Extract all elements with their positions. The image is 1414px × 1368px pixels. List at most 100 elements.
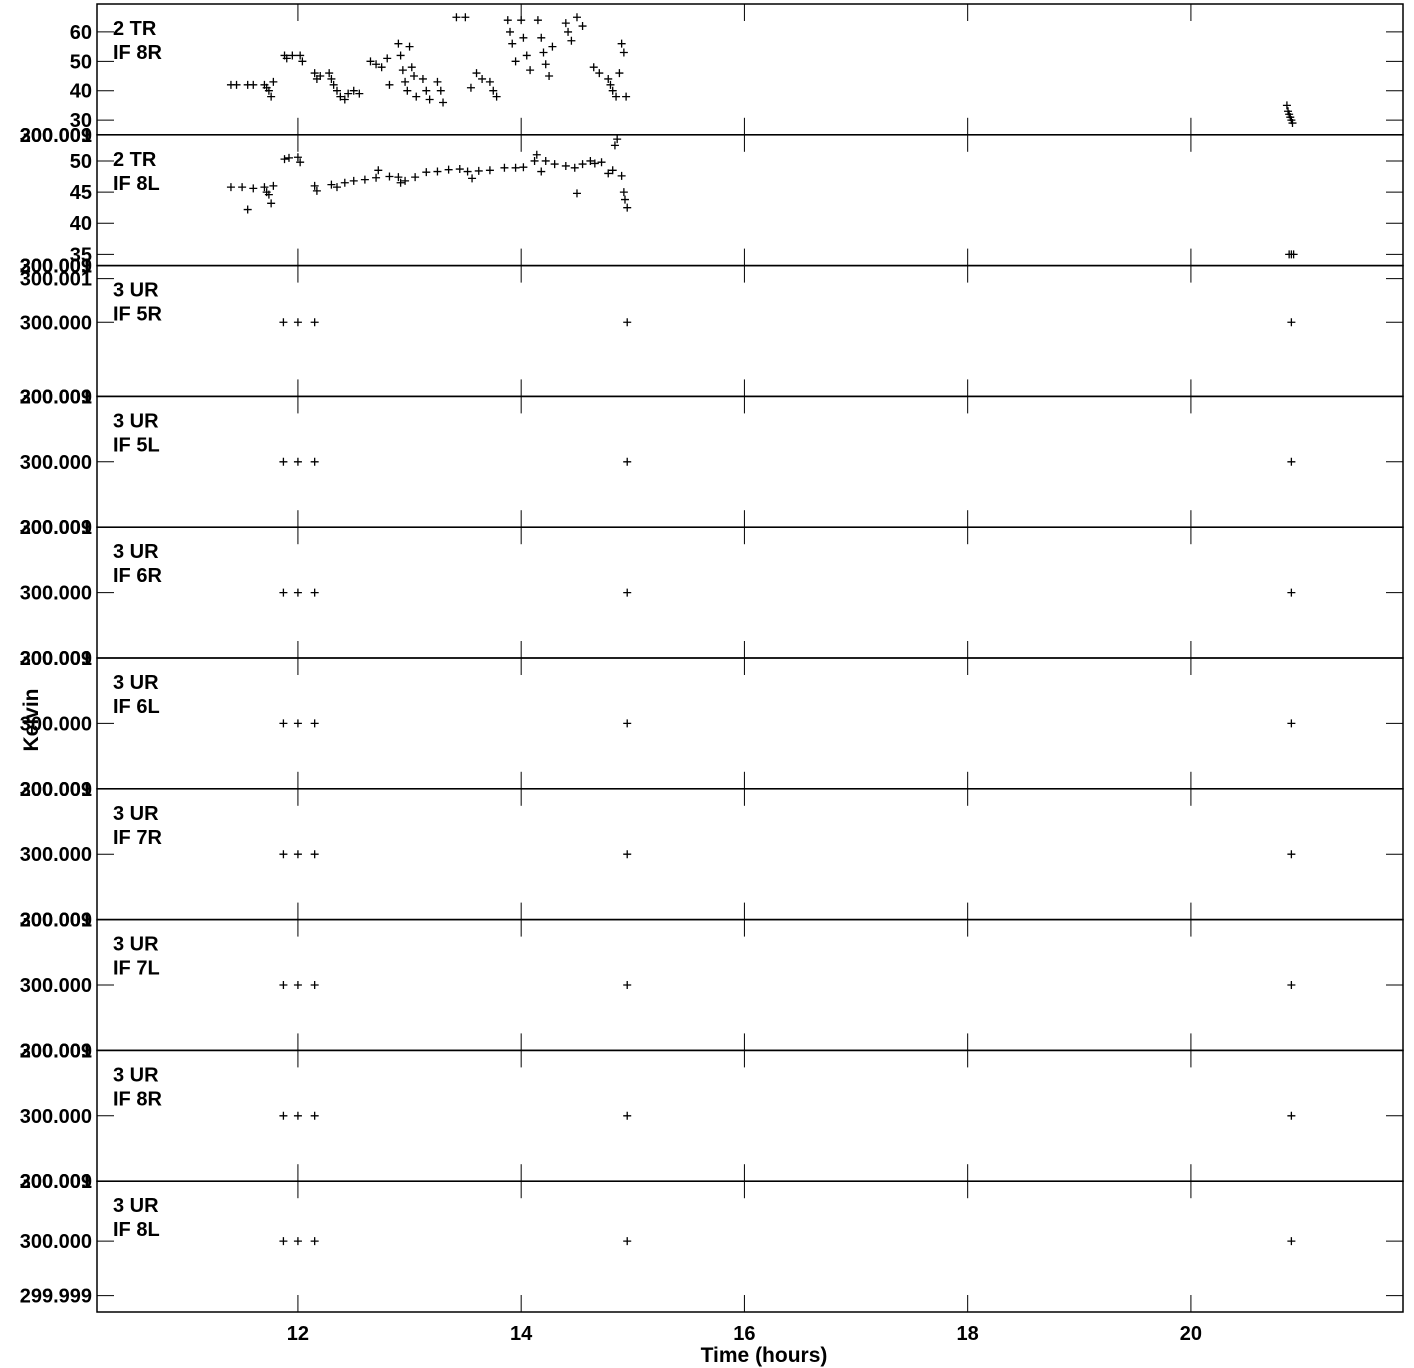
data-point xyxy=(293,981,302,989)
data-point xyxy=(293,457,302,466)
data-point xyxy=(533,16,542,25)
data-point xyxy=(615,69,624,78)
data-point xyxy=(461,13,470,22)
panel-label-if: IF 8L xyxy=(113,1219,160,1241)
data-point xyxy=(526,66,535,75)
panel-frame xyxy=(96,134,1404,267)
data-point xyxy=(249,184,258,193)
data-point xyxy=(519,33,528,42)
panel-label-baseline: 3 UR xyxy=(113,541,159,563)
data-point xyxy=(279,719,288,728)
data-point xyxy=(279,1111,288,1120)
data-point xyxy=(296,158,305,167)
data-point xyxy=(612,92,621,101)
data-point xyxy=(548,42,557,51)
data-point xyxy=(310,719,319,728)
data-point xyxy=(398,66,407,75)
data-point xyxy=(269,181,278,190)
panel-frame xyxy=(96,788,1404,921)
data-point xyxy=(267,199,276,208)
y-tick-label: 60 xyxy=(70,22,92,44)
data-point xyxy=(394,39,403,48)
x-tick-label: 20 xyxy=(1180,1323,1202,1345)
data-point xyxy=(310,1237,319,1246)
panel-label-if: IF 7L xyxy=(113,958,160,980)
boundary-tick-label: 300.001 xyxy=(20,125,92,147)
data-point xyxy=(264,190,273,199)
data-point xyxy=(604,74,613,83)
data-point xyxy=(623,981,632,989)
data-point xyxy=(293,1237,302,1246)
data-point xyxy=(532,150,541,159)
data-point xyxy=(383,54,392,63)
data-point xyxy=(578,22,587,31)
data-point xyxy=(310,69,319,78)
data-point xyxy=(561,19,570,28)
data-point xyxy=(508,39,517,48)
data-point xyxy=(613,135,622,144)
data-point xyxy=(567,36,576,45)
data-point xyxy=(606,80,615,89)
data-point xyxy=(485,77,494,86)
data-point xyxy=(412,92,421,101)
data-point xyxy=(604,169,613,178)
data-point xyxy=(564,27,573,36)
x-tick-label: 12 xyxy=(287,1323,309,1345)
y-tick-label: 300.000 xyxy=(20,583,92,605)
data-point xyxy=(310,181,319,190)
data-point xyxy=(411,173,420,182)
x-axis-label: Time (hours) xyxy=(701,1344,828,1367)
data-point xyxy=(288,51,297,60)
boundary-tick-label: 300.001 xyxy=(20,779,92,801)
data-point xyxy=(332,86,341,95)
data-point xyxy=(226,183,235,192)
panel-label-if: IF 7R xyxy=(113,827,162,849)
y-tick-label: 300.000 xyxy=(20,844,92,866)
data-point xyxy=(1288,119,1297,128)
data-point xyxy=(360,175,369,184)
boundary-tick-label: 300.001 xyxy=(20,1040,92,1062)
data-point xyxy=(284,153,293,162)
data-point xyxy=(279,588,288,597)
data-point xyxy=(1287,318,1296,327)
data-point xyxy=(410,72,419,81)
y-tick-label: 40 xyxy=(70,81,92,103)
data-point xyxy=(249,80,258,89)
panel-label-if: IF 8R xyxy=(113,42,162,64)
data-point xyxy=(623,1237,632,1246)
y-tick-label: 50 xyxy=(70,151,92,173)
data-point xyxy=(293,318,302,327)
panel-label-baseline: 3 UR xyxy=(113,410,159,432)
data-point xyxy=(293,588,302,597)
data-point xyxy=(620,195,629,204)
data-point xyxy=(572,189,581,198)
data-point xyxy=(517,16,526,25)
data-point xyxy=(597,158,606,167)
data-point xyxy=(329,80,338,89)
panel-label-if: IF 8L xyxy=(113,173,160,195)
data-point xyxy=(1287,981,1296,989)
data-point xyxy=(279,1237,288,1246)
panel-label-baseline: 2 TR xyxy=(113,149,157,171)
data-point xyxy=(623,203,632,212)
data-point xyxy=(570,163,579,172)
data-point xyxy=(1287,457,1296,466)
data-point xyxy=(349,176,358,185)
panel-label-baseline: 3 UR xyxy=(113,1195,159,1217)
data-point xyxy=(312,186,321,195)
y-tick-label: 35 xyxy=(70,244,92,266)
data-point xyxy=(472,69,481,78)
boundary-tick-label: 200.009 xyxy=(20,1171,92,1193)
data-point xyxy=(478,74,487,83)
data-point xyxy=(344,89,353,98)
y-tick-label: 300.001 xyxy=(20,269,92,291)
data-point xyxy=(511,163,520,172)
data-point xyxy=(537,167,546,176)
data-point xyxy=(310,850,319,859)
data-point xyxy=(385,80,394,89)
boundary-tick-label: 200.009 xyxy=(20,648,92,670)
data-point xyxy=(425,95,434,104)
data-point xyxy=(293,153,302,162)
boundary-tick-label: 300.001 xyxy=(20,1171,92,1193)
